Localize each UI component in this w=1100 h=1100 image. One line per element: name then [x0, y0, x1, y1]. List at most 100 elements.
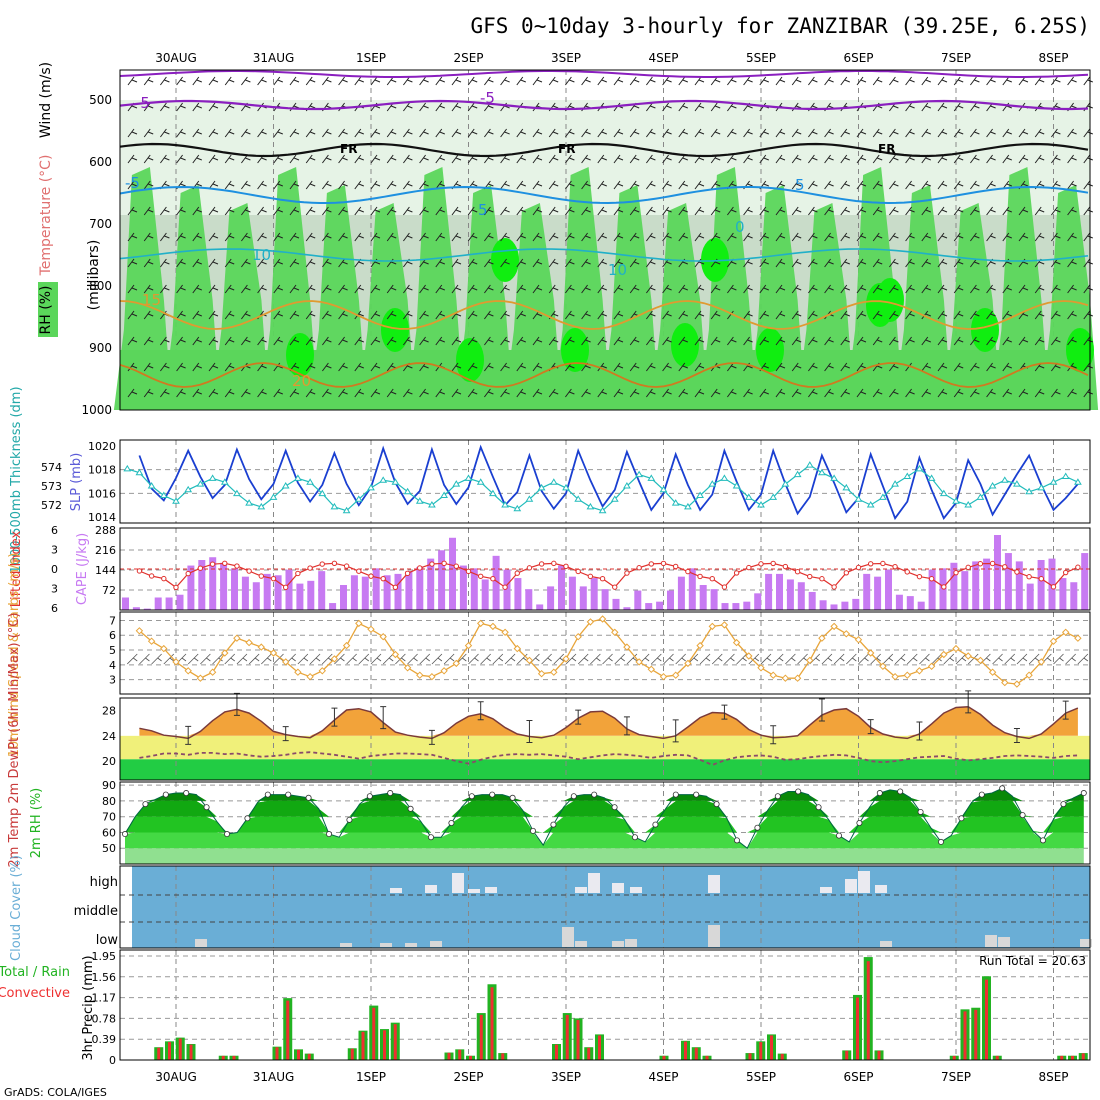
wind-barb [305, 310, 316, 320]
wind-barb [403, 336, 413, 346]
rh-moist-plume [113, 167, 172, 410]
wind-barb [516, 362, 526, 372]
wind-barb [840, 336, 850, 346]
surface-wind-barb [541, 653, 552, 665]
lifted-index-point [173, 584, 179, 591]
cape-bar [765, 573, 773, 610]
wind-barb [856, 76, 867, 86]
bottom-day-label: 31AUG [253, 1070, 295, 1084]
wind-barb [921, 76, 931, 86]
wind-barb [759, 154, 769, 164]
wind-barb [532, 284, 543, 294]
cape-bar [863, 573, 871, 610]
wind-barb [727, 232, 737, 242]
temp-minmax-bar [233, 692, 240, 716]
pressure-tick-label: 900 [89, 341, 112, 355]
wind-barb [937, 258, 948, 268]
thickness-point [866, 501, 875, 508]
wind-speed-point [330, 655, 339, 663]
wind-barb [613, 258, 624, 268]
wind-tick-label: 3 [109, 674, 116, 687]
wind-speed-line [138, 618, 1079, 685]
precip-convective-bar [1071, 1055, 1074, 1060]
cape-bar [340, 585, 347, 610]
wind-barb [613, 362, 624, 372]
rh-point [570, 793, 577, 800]
wind-barb [953, 180, 964, 190]
low-cloud-bar [575, 941, 587, 947]
wind-speed-point [513, 644, 522, 653]
low-cloud-bar [1080, 939, 1092, 947]
wind-barb [241, 336, 251, 346]
cloud-level-label: middle [74, 904, 118, 919]
low-cloud-bar [708, 925, 720, 947]
temp-minmax-bar [477, 701, 484, 721]
wind-barb [403, 180, 413, 190]
rh-point [652, 821, 659, 828]
wind-barb [484, 310, 494, 320]
wind-barb [905, 180, 915, 190]
wind-barb [500, 388, 510, 398]
wind-barb [905, 258, 915, 268]
wind-barb [176, 76, 186, 86]
wind-barb [224, 284, 235, 294]
surface-wind-barb [200, 653, 211, 665]
precip-tick-label: 0.78 [92, 1012, 117, 1025]
wind-barb [500, 232, 510, 242]
wind-barb [824, 258, 834, 268]
thickness-point [245, 499, 253, 506]
wind-barb [143, 76, 154, 86]
lifted-index-point [575, 568, 581, 575]
wind-barb [597, 310, 607, 320]
wind-barb [613, 232, 624, 242]
precip-convective-bar [684, 1041, 687, 1060]
wind-speed-point [732, 638, 741, 647]
wind-barb [548, 128, 559, 138]
thickness-point [988, 482, 997, 489]
wind-barb [403, 284, 413, 294]
temp-line [139, 706, 1079, 740]
temp-tick-label: 24 [102, 730, 116, 743]
rh-point [836, 832, 843, 839]
wind-barb [889, 206, 899, 216]
temp-band-cool [120, 759, 1090, 780]
wind-barb [160, 76, 170, 86]
thickness-axis-label: 1000-500mb Thickness (dm) [9, 386, 24, 573]
cape-tick-label: 288 [95, 524, 116, 537]
wind-barb [484, 362, 494, 372]
wind-barb [208, 336, 219, 346]
wind-barb [937, 388, 948, 398]
wind-barb [241, 258, 251, 268]
wind-barb [710, 128, 721, 138]
wind-barb [322, 154, 332, 164]
wind-barb [565, 76, 575, 86]
wind-barb [273, 336, 283, 346]
rh-moist-plume [406, 167, 465, 410]
precip-panel-frame [119, 949, 1091, 1061]
wind-speed-point [806, 656, 814, 665]
lifted-index-point [343, 563, 350, 569]
precip-convective-bar [221, 1055, 225, 1060]
wind-barb [532, 180, 543, 190]
rh-point [305, 794, 312, 801]
precip-convective-bar [178, 1038, 182, 1060]
wind-barb [192, 258, 202, 268]
thickness-point [915, 464, 924, 472]
wind-barb [289, 336, 300, 346]
wind-barb [678, 180, 688, 190]
cape-bar [1081, 553, 1089, 610]
wind-barb [791, 232, 802, 242]
low-cloud-bar [405, 943, 417, 947]
wind-barb [824, 206, 834, 216]
wind-barb [937, 336, 948, 346]
wind-barb [257, 76, 267, 86]
lifted-index-point [1002, 564, 1008, 570]
lifted-index-point [1026, 574, 1032, 580]
wind-speed-point [464, 641, 473, 650]
wind-barb [548, 258, 559, 268]
cape-bar [612, 598, 620, 610]
rh-saturated-pocket [1066, 328, 1094, 372]
wind-barb [629, 336, 640, 346]
wind-barb [386, 128, 397, 138]
top-day-label: 8SEP [1038, 51, 1068, 65]
